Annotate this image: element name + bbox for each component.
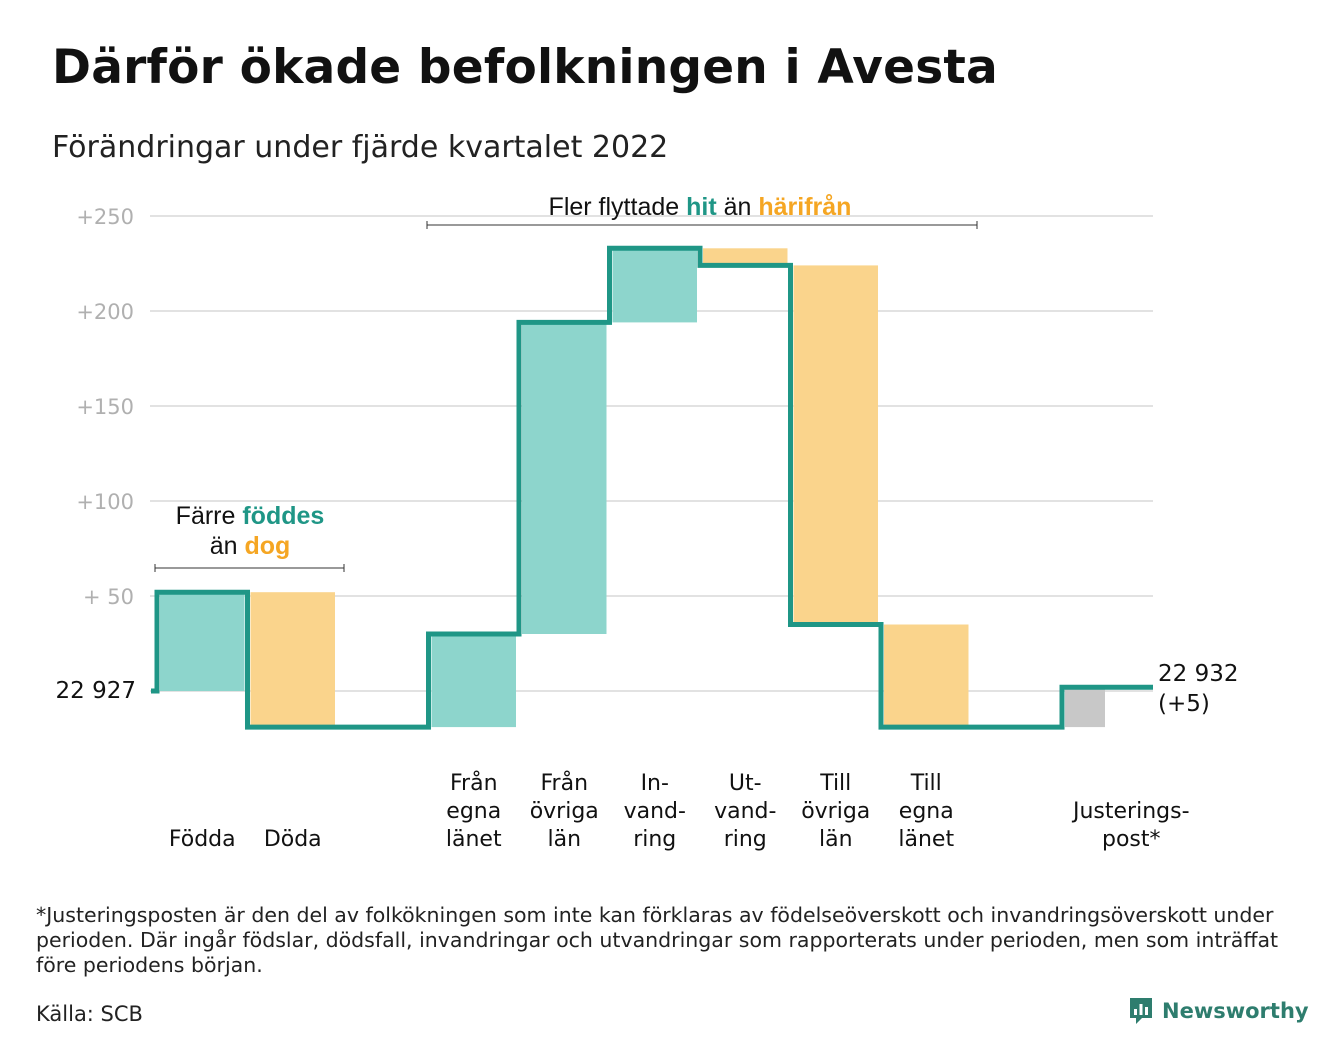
category-label-fran-egna: Från [450,770,498,796]
births-annotation-line2: än dog [210,532,291,560]
category-label-till-egna: egna [899,799,954,824]
bar-layer [160,248,1105,728]
category-label-till-ovriga: län [819,827,853,852]
category-label-till-egna: länet [898,827,954,852]
bar-utvandring [703,248,788,266]
category-label-invandring: ring [633,827,676,852]
bar-fran-egna [431,634,516,728]
category-label-fran-egna: egna [446,799,501,824]
bar-till-egna [884,624,969,728]
cumulative-step-line [151,245,1153,730]
category-label-invandring: vand- [624,799,686,824]
category-label-till-egna: Till [910,771,942,796]
bar-doda [250,592,335,728]
category-label-utvandring: Ut- [729,771,762,796]
source-credit: Källa: SCB [36,1002,143,1026]
bar-fran-ovriga [522,322,607,634]
brand-logo: Newsworthy [1128,996,1309,1026]
bar-invandring [612,248,697,323]
bar-chart-logo-icon [1130,998,1152,1024]
category-label-justering: Justerings- [1071,799,1190,824]
category-label-utvandring: vand- [714,799,776,824]
y-tick-label: +200 [76,300,134,324]
line-layer [151,245,1153,730]
waterfall-chart: + 50 +100 +150 +200 +250 Födda Döda Från egna lä… [56,193,1239,852]
category-label-invandring: In- [641,771,669,796]
bar-till-ovriga [793,265,878,625]
y-tick-label: +150 [76,395,134,419]
category-label-till-ovriga: övriga [801,799,870,824]
category-label-justering: post* [1102,827,1161,852]
end-value-label: 22 932 [1158,661,1238,687]
bar-fodda [160,592,245,691]
births-annotation-line1: Färre föddes [176,502,325,530]
category-label-fran-ovriga: övriga [530,799,599,824]
category-label-fran-ovriga: Från [540,770,588,796]
chart-title: Därför ökade befolkningen i Avesta [52,40,998,95]
end-change-label: (+5) [1158,691,1210,717]
bar-justering [1065,687,1105,728]
category-label-till-ovriga: Till [819,771,851,796]
y-tick-label: +250 [76,205,134,229]
category-label-fodda: Födda [169,827,236,852]
y-tick-label: + 50 [83,585,134,609]
footnote: *Justeringsposten är den del av folkökni… [36,903,1279,977]
category-label-utvandring: ring [724,827,767,852]
y-tick-label: +100 [76,490,134,514]
start-value-label: 22 927 [56,678,136,704]
chart-subtitle: Förändringar under fjärde kvartalet 2022 [52,130,669,165]
label-layer: Födda Döda Från egna länet Från övriga län In-va… [56,661,1239,852]
category-label-fran-ovriga: län [547,827,581,852]
brand-name: Newsworthy [1162,999,1309,1023]
migration-annotation: Fler flyttade hit än härifrån [549,193,852,221]
category-label-fran-egna: länet [446,827,502,852]
category-label-doda: Döda [264,827,322,852]
